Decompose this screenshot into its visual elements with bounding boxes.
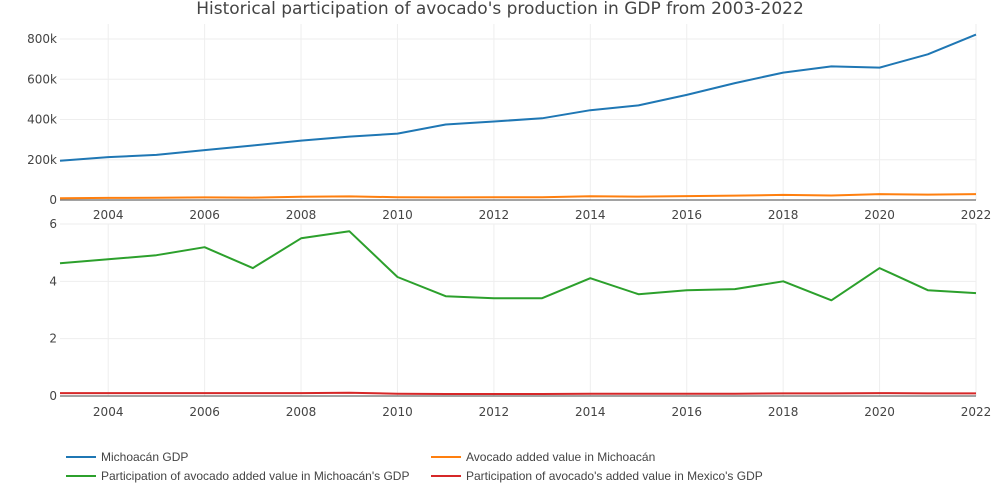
y-tick-label: 4 xyxy=(49,274,57,288)
y-tick-label: 800k xyxy=(27,32,57,46)
y-tick-label: 2 xyxy=(49,332,57,346)
legend-label: Avocado added value in Michoacán xyxy=(466,450,656,464)
legend-swatch xyxy=(431,456,461,458)
series-line-participation-of-avocado-s-added-value-in-mexico-s-gdp xyxy=(60,391,976,395)
legend-item-avocado-added-value[interactable]: Avocado added value in Michoacán xyxy=(431,448,655,466)
x-tick-label: 2016 xyxy=(671,405,702,419)
legend-label: Participation of avocado added value in … xyxy=(101,469,410,483)
y-tick-label: 600k xyxy=(27,72,57,86)
legend-swatch xyxy=(431,475,461,477)
x-tick-label: 2022 xyxy=(961,208,992,222)
x-tick-label: 2004 xyxy=(93,208,124,222)
x-tick-label: 2012 xyxy=(479,405,510,419)
x-tick-label: 2014 xyxy=(575,405,606,419)
subplot-bottom: 2004 2006 2008 2010 2012 2014 2016 2018 2020 2022… xyxy=(49,217,991,419)
x-tick-label: 2018 xyxy=(768,208,799,222)
y-tick-label: 0 xyxy=(49,389,57,403)
x-tick-label: 2006 xyxy=(189,405,220,419)
legend-swatch xyxy=(66,456,96,458)
x-tick-label: 2018 xyxy=(768,405,799,419)
legend-item-participation-mexico[interactable]: Participation of avocado's added value i… xyxy=(431,467,763,485)
x-tick-label: 2016 xyxy=(671,208,702,222)
legend-label: Participation of avocado's added value i… xyxy=(466,469,763,483)
y-tick-label: 200k xyxy=(27,153,57,167)
x-tick-label: 2008 xyxy=(286,208,317,222)
x-tick-label: 2020 xyxy=(864,405,895,419)
x-tick-label: 2020 xyxy=(864,208,895,222)
x-tick-label: 2006 xyxy=(189,208,220,222)
x-tick-label: 2010 xyxy=(382,405,413,419)
legend-swatch xyxy=(66,475,96,477)
legend-item-michoacan-gdp[interactable]: Michoacán GDP xyxy=(66,448,188,466)
y-tick-label: 400k xyxy=(27,113,57,127)
x-tick-label: 2010 xyxy=(382,208,413,222)
y-tick-label: 6 xyxy=(49,217,57,231)
legend-item-participation-michoacan[interactable]: Participation of avocado added value in … xyxy=(66,467,409,485)
series-line-participation-of-avocado-added-value-in-michoac-n-s-gdp xyxy=(59,230,977,302)
x-tick-label: 2004 xyxy=(93,405,124,419)
series-line-avocado-added-value-in-michoac-n xyxy=(59,193,977,200)
x-tick-label: 2022 xyxy=(961,405,992,419)
series-line-michoac-n-gdp xyxy=(59,33,977,162)
x-tick-label: 2014 xyxy=(575,208,606,222)
chart-title: Historical participation of avocado's pr… xyxy=(196,0,804,19)
x-tick-label: 2008 xyxy=(286,405,317,419)
x-tick-label: 2012 xyxy=(479,208,510,222)
subplot-top: 2004 2006 2008 2010 2012 2014 2016 2018 2020 2022… xyxy=(27,24,991,222)
legend-label: Michoacán GDP xyxy=(101,450,189,464)
y-tick-label: 0 xyxy=(49,193,57,207)
